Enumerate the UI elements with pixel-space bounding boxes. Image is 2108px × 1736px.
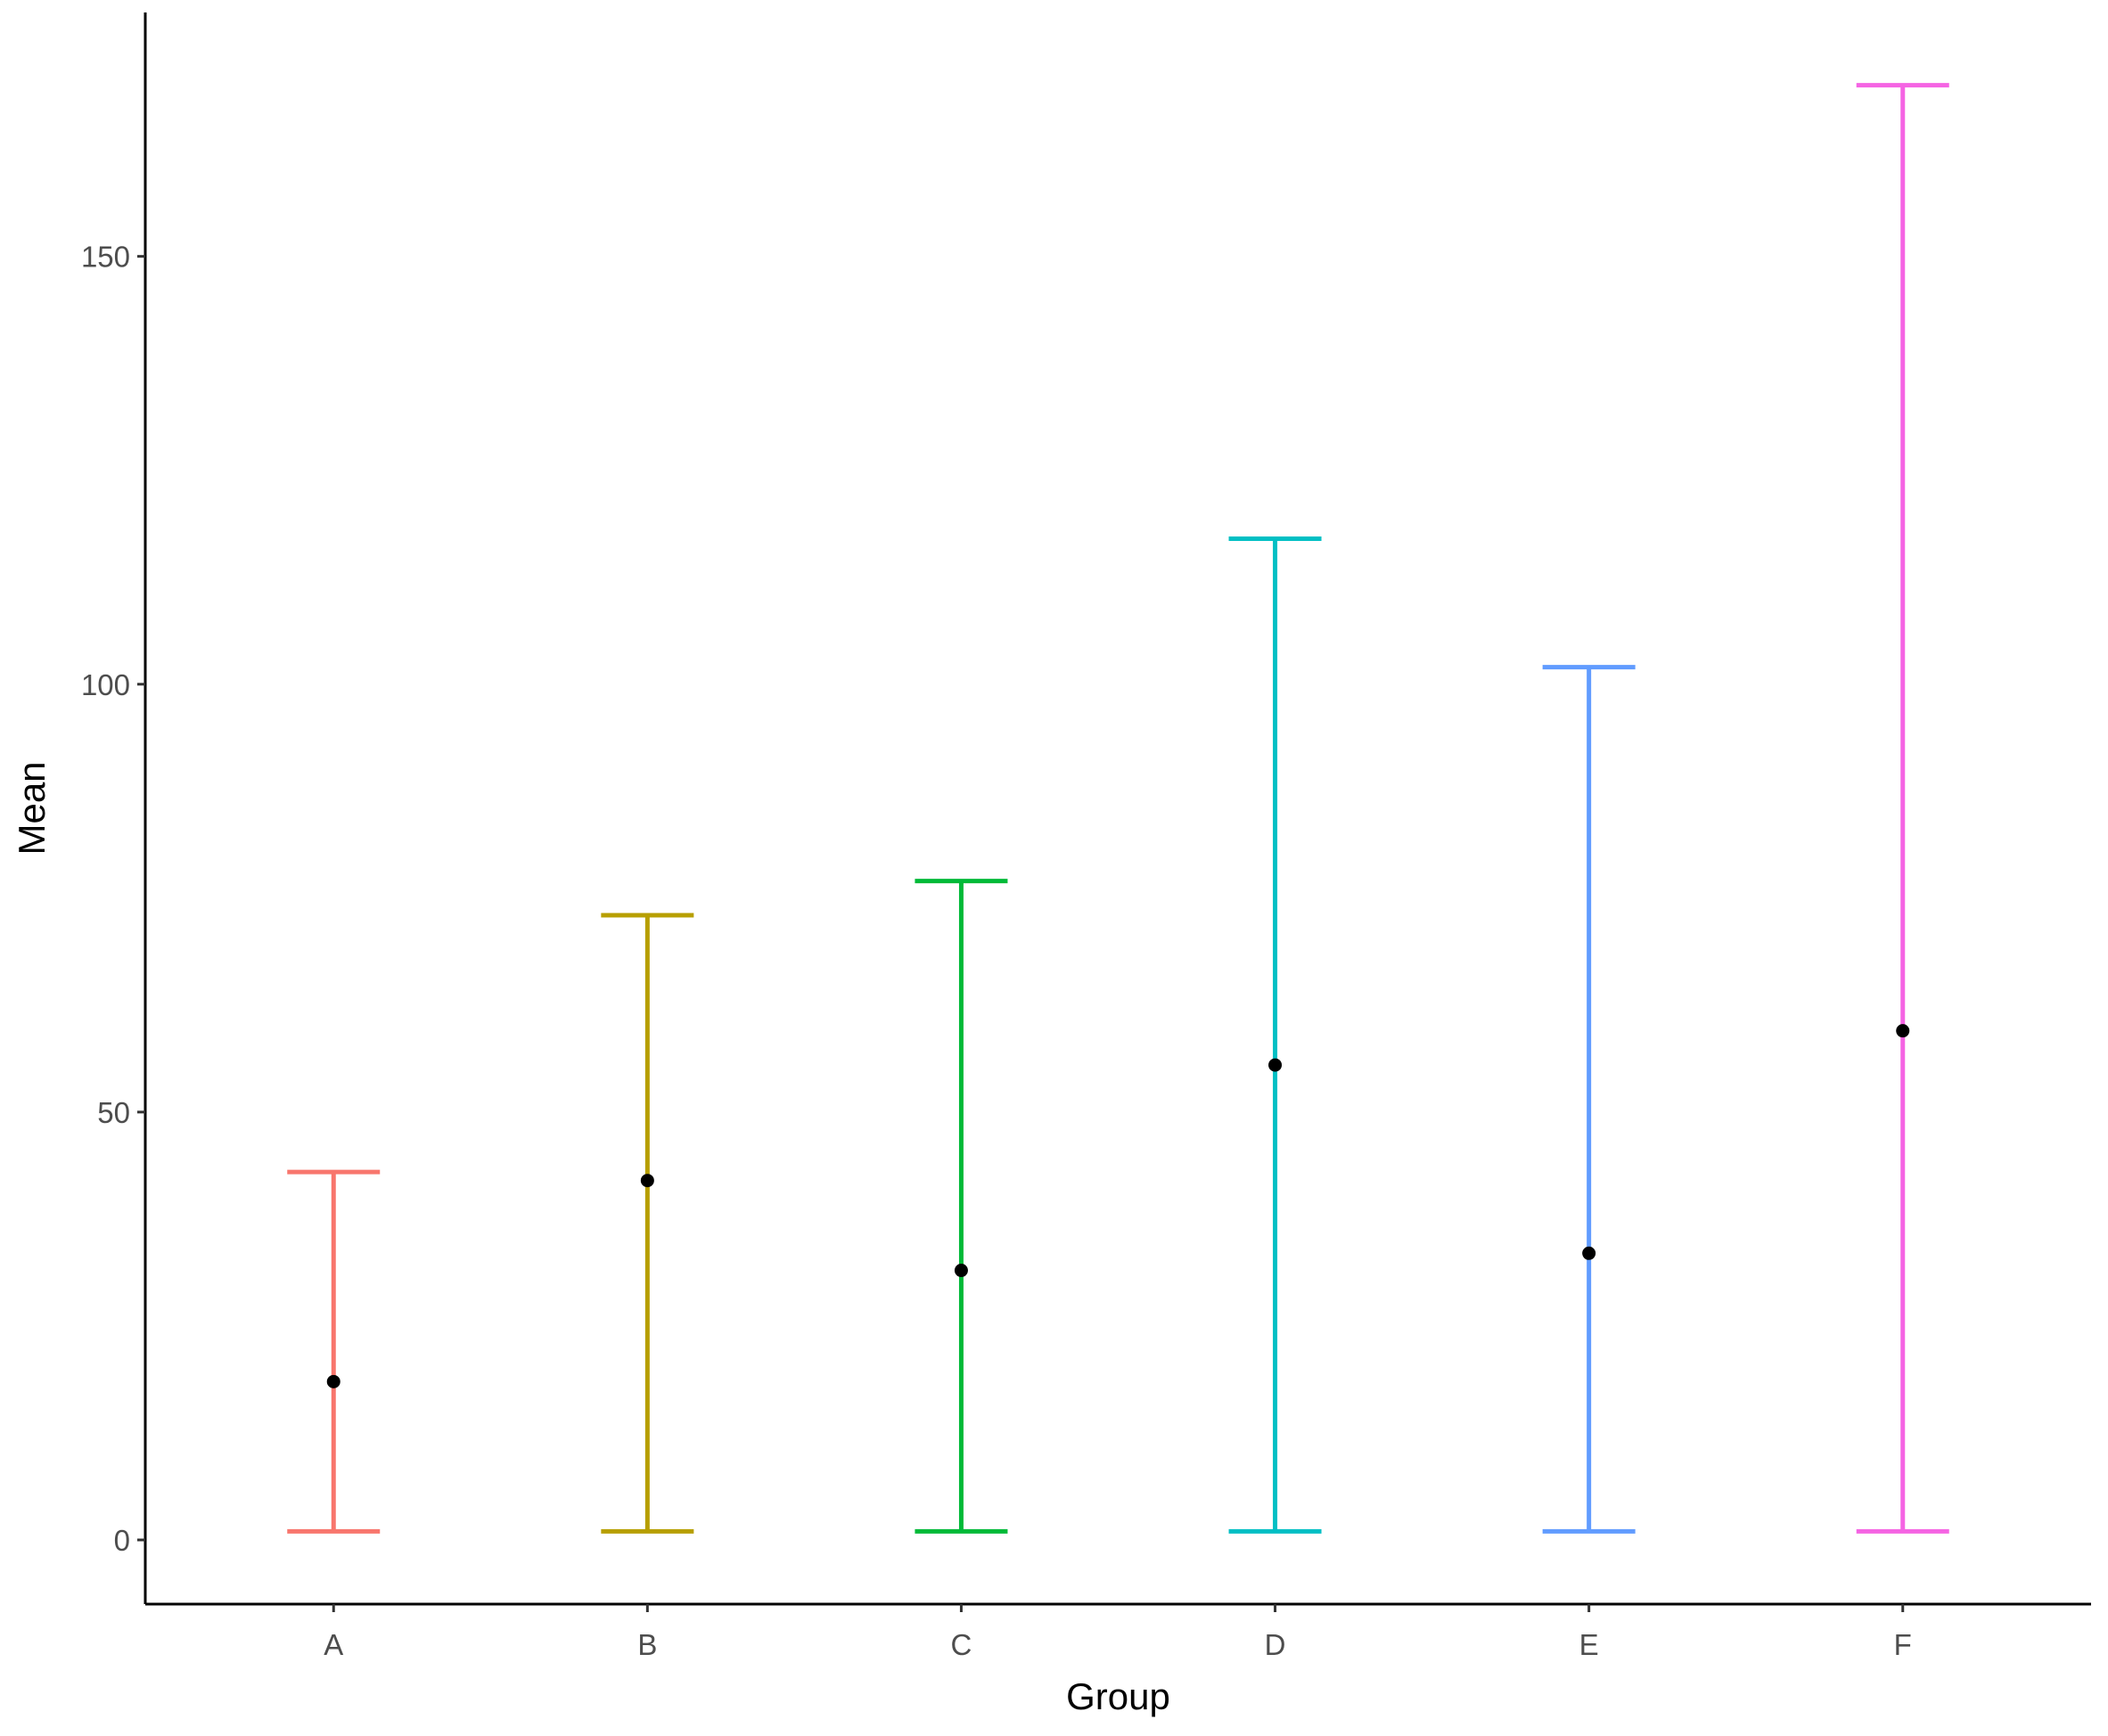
y-tick-label: 50 bbox=[97, 1096, 130, 1129]
y-tick-label: 100 bbox=[81, 668, 130, 701]
x-tick-label: C bbox=[951, 1628, 972, 1661]
mean-point bbox=[1268, 1058, 1283, 1072]
x-tick-label: A bbox=[324, 1628, 343, 1661]
error-bar-b bbox=[601, 913, 694, 1534]
mean-point bbox=[1896, 1024, 1910, 1038]
y-tick-label: 150 bbox=[81, 241, 130, 274]
y-axis-ticks: 0 50 100 150 bbox=[81, 241, 145, 1557]
x-tick-label: F bbox=[1894, 1628, 1912, 1661]
y-axis-title: Mean bbox=[11, 761, 53, 855]
mean-point bbox=[954, 1264, 968, 1278]
error-bar-c bbox=[915, 879, 1008, 1534]
mean-point bbox=[640, 1174, 654, 1188]
x-tick-label: D bbox=[1265, 1628, 1286, 1661]
x-axis-title: Group bbox=[1066, 1675, 1170, 1717]
x-tick-label: B bbox=[637, 1628, 657, 1661]
mean-point bbox=[1582, 1246, 1596, 1260]
y-tick-label: 0 bbox=[114, 1524, 130, 1557]
x-tick-label: E bbox=[1579, 1628, 1599, 1661]
error-bar-d bbox=[1228, 536, 1322, 1534]
x-axis-ticks: A B C D E F bbox=[324, 1604, 1912, 1661]
error-bar-e bbox=[1542, 665, 1636, 1534]
error-bar-f bbox=[1856, 83, 1949, 1534]
error-bar-a bbox=[287, 1169, 381, 1534]
plot-area bbox=[287, 83, 1949, 1534]
mean-point bbox=[326, 1374, 340, 1388]
